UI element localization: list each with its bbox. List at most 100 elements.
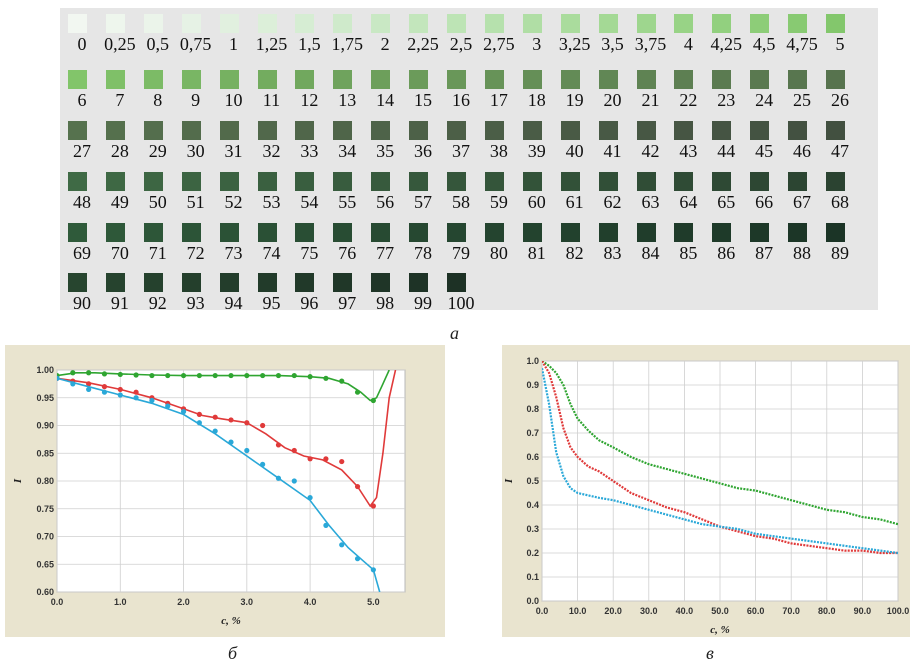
color-swatch	[68, 14, 87, 33]
data-point	[339, 458, 345, 465]
y-tick-label: 0.65	[36, 559, 54, 569]
color-swatch	[143, 14, 163, 33]
data-point	[212, 414, 218, 420]
color-swatch	[598, 172, 618, 191]
swatch-label: 0,75	[179, 34, 212, 54]
color-swatch	[598, 121, 618, 140]
color-swatch	[598, 223, 618, 242]
x-tick-label: 100.0	[887, 606, 910, 616]
color-swatch	[522, 70, 542, 89]
color-swatch	[484, 70, 504, 89]
swatch-label: 60	[527, 192, 546, 212]
swatch-label: 58	[451, 192, 470, 212]
color-swatch	[522, 14, 542, 33]
swatch-label: 95	[262, 293, 281, 313]
x-tick-label: 80.0	[818, 606, 836, 616]
data-point	[275, 475, 282, 481]
color-swatch	[447, 121, 466, 140]
swatch-label: 0,25	[104, 34, 136, 54]
x-tick-label: 50.0	[711, 606, 729, 616]
x-tick-label: 5.0	[367, 597, 380, 607]
data-point	[196, 411, 202, 417]
swatch-label: 4	[683, 34, 693, 54]
color-swatch	[371, 121, 391, 140]
y-tick-label: 0.7	[526, 428, 539, 438]
swatch-label: 26	[830, 90, 849, 110]
swatch-label: 82	[565, 243, 584, 263]
data-point	[57, 375, 60, 381]
swatch-label: 33	[300, 141, 319, 161]
swatch-label: 5	[835, 34, 845, 54]
swatch-label: 56	[376, 192, 395, 212]
color-swatch	[295, 273, 315, 292]
color-swatch	[105, 223, 125, 242]
caption-a: а	[450, 323, 459, 343]
swatch-label: 54	[300, 192, 319, 212]
color-swatch	[181, 172, 201, 191]
color-swatch	[674, 14, 694, 33]
color-swatch	[447, 14, 466, 33]
data-point	[165, 403, 171, 409]
x-tick-label: 30.0	[640, 606, 658, 616]
data-point	[70, 381, 76, 387]
data-point	[339, 378, 345, 384]
swatch-label: 31	[224, 141, 243, 161]
swatch-label: 2	[380, 34, 390, 54]
color-swatch	[257, 172, 277, 191]
color-swatch	[674, 172, 694, 191]
color-swatch	[750, 172, 770, 191]
data-point	[117, 386, 123, 393]
color-scale-panel: 0 0,25 0,5 0,75 1 1,25 1,5 1,75 2 2,25 2,5 2,75 3 3,2…	[60, 8, 878, 313]
swatch-label: 38	[489, 141, 508, 161]
color-swatch	[712, 14, 732, 33]
data-point	[370, 397, 376, 404]
y-tick-label: 0.95	[36, 393, 54, 403]
swatch-label: 6	[77, 90, 87, 110]
swatch-label: 72	[186, 243, 205, 263]
swatch-label: 77	[376, 243, 395, 263]
swatch-label: 91	[110, 293, 129, 313]
color-swatch	[560, 172, 580, 191]
swatch-label: 89	[830, 243, 849, 263]
swatch-label: 4,25	[710, 34, 742, 54]
swatch-label: 21	[641, 90, 660, 110]
swatch-label: 69	[72, 243, 91, 263]
swatch-label: 63	[641, 192, 660, 212]
swatch-label: 93	[186, 293, 205, 313]
data-point	[228, 372, 234, 379]
color-swatch	[371, 273, 391, 292]
color-swatch	[105, 121, 125, 140]
x-tick-label: 2.0	[177, 597, 190, 607]
color-swatch	[447, 172, 466, 191]
data-point	[70, 370, 76, 376]
color-swatch	[484, 223, 504, 242]
swatch-label: 20	[603, 90, 622, 110]
color-swatch	[409, 172, 429, 191]
color-swatch	[826, 70, 845, 89]
swatch-label: 10	[224, 90, 243, 110]
color-swatch	[788, 223, 808, 242]
y-axis-title: I	[12, 478, 24, 484]
y-tick-label: 0.1	[526, 572, 539, 582]
data-point	[212, 372, 218, 379]
swatch-label: 24	[755, 90, 774, 110]
color-swatch	[181, 70, 201, 89]
swatch-label: 3	[532, 34, 542, 54]
data-point	[244, 447, 250, 454]
data-point	[354, 389, 361, 395]
color-swatch	[447, 70, 466, 89]
color-swatch	[636, 223, 656, 242]
y-tick-label: 0.80	[36, 476, 54, 486]
color-swatch	[788, 14, 808, 33]
swatch-label: 0	[77, 34, 87, 54]
swatch-label: 14	[376, 90, 395, 110]
data-point	[101, 371, 108, 377]
caption-b: б	[228, 643, 238, 663]
color-swatch	[447, 273, 466, 292]
swatch-label: 8	[153, 90, 163, 110]
color-swatch	[219, 172, 239, 191]
color-swatch	[522, 121, 542, 140]
swatch-label: 37	[451, 141, 470, 161]
swatch-label: 70	[110, 243, 129, 263]
color-swatch	[333, 70, 353, 89]
